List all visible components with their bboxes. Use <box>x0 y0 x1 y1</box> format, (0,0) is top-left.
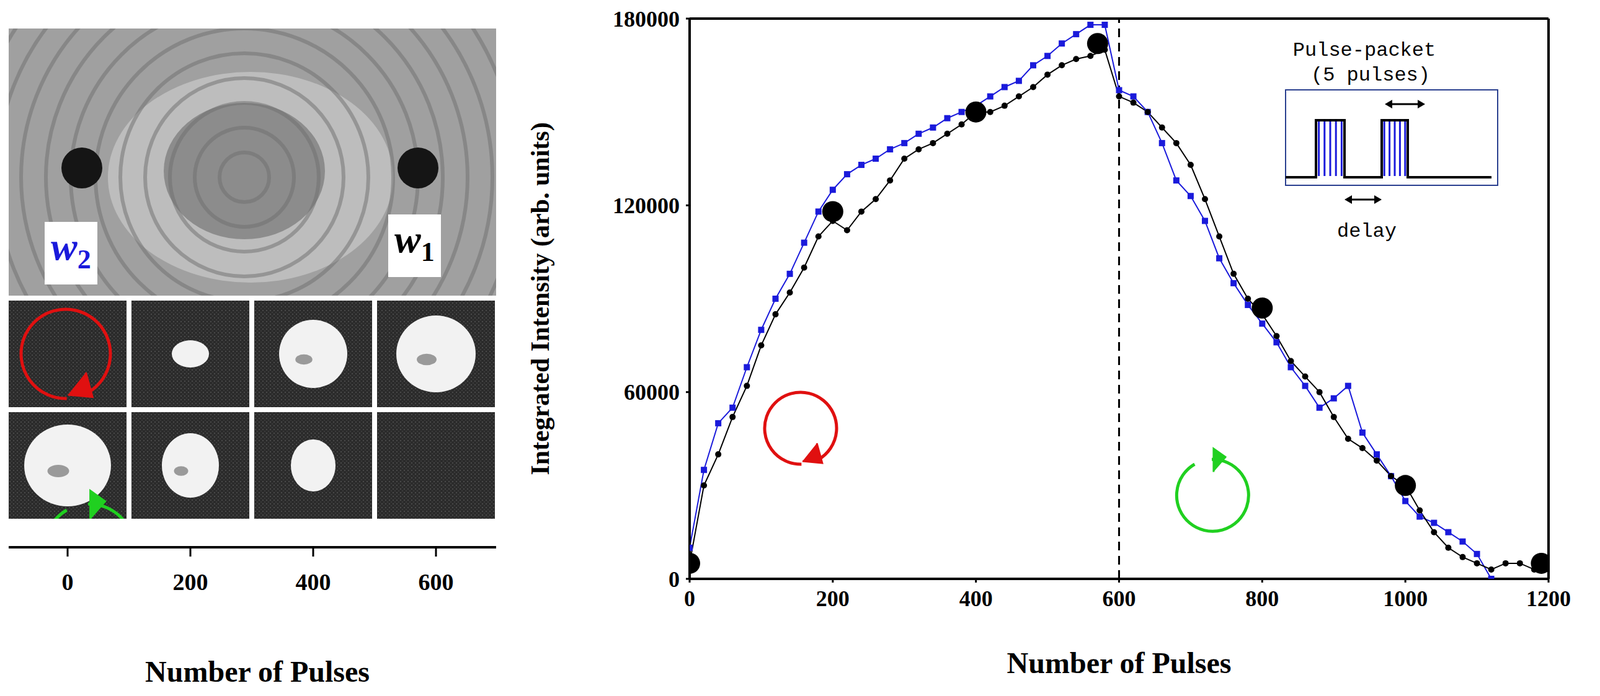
svg-text:200: 200 <box>816 586 850 612</box>
svg-text:400: 400 <box>959 586 993 612</box>
svg-text:400: 400 <box>295 569 332 596</box>
svg-text:60000: 60000 <box>623 380 680 405</box>
svg-text:(5 pulses): (5 pulses) <box>1311 63 1431 87</box>
svg-text:0: 0 <box>684 586 696 612</box>
svg-text:800: 800 <box>1245 586 1279 612</box>
svg-text:Pulse-packet: Pulse-packet <box>1293 39 1436 63</box>
svg-text:1200: 1200 <box>1526 586 1571 612</box>
svg-text:0: 0 <box>668 567 680 593</box>
svg-text:600: 600 <box>418 569 454 596</box>
svg-text:0: 0 <box>62 569 74 596</box>
svg-text:180000: 180000 <box>612 6 680 32</box>
svg-text:Number of Pulses: Number of Pulses <box>1007 646 1232 680</box>
svg-text:120000: 120000 <box>612 193 680 219</box>
html-text:w1: w1 <box>394 217 435 268</box>
svg-text:600: 600 <box>1102 586 1137 612</box>
svg-text:delay: delay <box>1337 220 1397 244</box>
svg-text:Integrated Intensity (arb. uni: Integrated Intensity (arb. units) <box>525 122 556 476</box>
html-text:Number of Pulses: Number of Pulses <box>145 655 370 689</box>
svg-text:1000: 1000 <box>1382 586 1428 612</box>
svg-text:200: 200 <box>173 569 209 596</box>
html-text:w2: w2 <box>50 224 91 275</box>
